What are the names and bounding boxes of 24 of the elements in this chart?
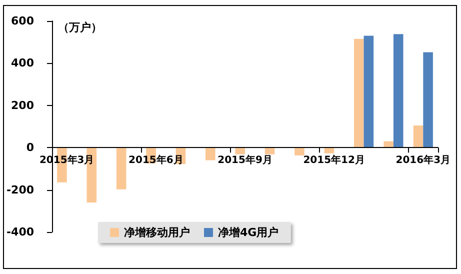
legend-label: 净增4G用户 xyxy=(218,226,279,239)
y-tick-label: 600 xyxy=(11,14,34,28)
bar xyxy=(354,38,364,148)
x-tick-label: 2015年12月 xyxy=(303,154,365,166)
bar xyxy=(324,148,334,154)
bar xyxy=(264,148,275,154)
bar xyxy=(116,148,126,190)
x-tick-label: 2016年3月 xyxy=(396,154,451,166)
bar xyxy=(294,148,304,156)
y-tick-label: -400 xyxy=(6,226,34,238)
y-tick-label: 200 xyxy=(11,98,34,112)
y-tick-label: 400 xyxy=(11,56,34,70)
bar xyxy=(364,36,374,148)
x-tick-label: 2015年9月 xyxy=(218,154,272,166)
bar xyxy=(206,148,216,160)
y-tick-label: 0 xyxy=(26,141,34,154)
y-tick-label: -200 xyxy=(6,183,34,196)
bar xyxy=(413,125,424,148)
legend-label: 净增移动用户 xyxy=(124,226,190,239)
y-axis-title: （万户） xyxy=(58,21,102,34)
bar xyxy=(393,34,404,148)
bar xyxy=(235,148,245,154)
bar xyxy=(423,52,433,148)
x-tick-label: 2015年6月 xyxy=(128,154,184,166)
